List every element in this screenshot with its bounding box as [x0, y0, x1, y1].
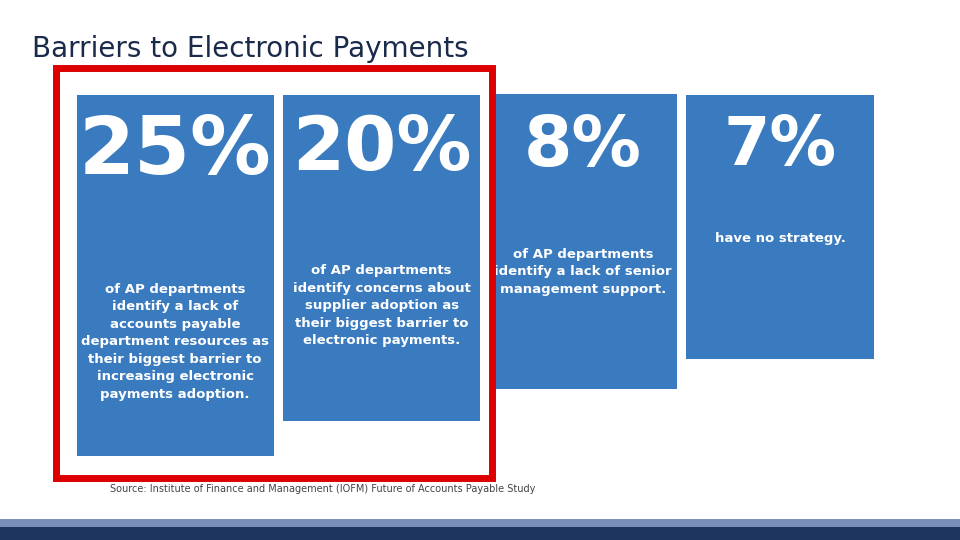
Text: 7%: 7%: [724, 113, 836, 179]
Text: 20%: 20%: [292, 113, 471, 186]
Bar: [0, 519, 960, 540]
Bar: [283, 94, 480, 421]
Text: of AP departments
identify concerns about
supplier adoption as
their biggest bar: of AP departments identify concerns abou…: [293, 265, 470, 347]
Bar: [490, 94, 677, 389]
Text: have no strategy.: have no strategy.: [714, 232, 846, 245]
Bar: [77, 94, 274, 456]
Text: 8%: 8%: [524, 113, 642, 180]
Text: of AP departments
identify a lack of senior
management support.: of AP departments identify a lack of sen…: [494, 247, 672, 295]
Text: Barriers to Electronic Payments: Barriers to Electronic Payments: [32, 35, 468, 63]
Bar: [0, 526, 960, 540]
Bar: [686, 94, 874, 359]
Text: Source: Institute of Finance and Management (IOFM) Future of Accounts Payable St: Source: Institute of Finance and Managem…: [110, 484, 536, 494]
Text: of AP departments
identify a lack of
accounts payable
department resources as
th: of AP departments identify a lack of acc…: [82, 282, 269, 401]
Bar: [56, 68, 492, 478]
Text: 25%: 25%: [79, 113, 272, 191]
